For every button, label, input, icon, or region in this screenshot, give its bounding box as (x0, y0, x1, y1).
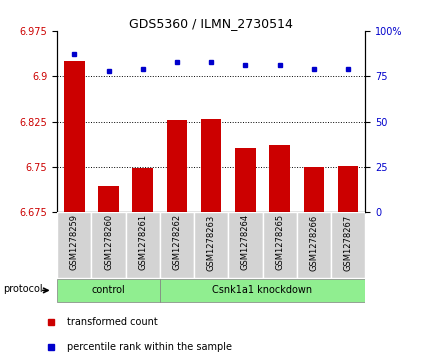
Text: GSM1278263: GSM1278263 (207, 214, 216, 270)
Bar (263, 212, 297, 278)
Text: GSM1278261: GSM1278261 (138, 214, 147, 270)
Text: percentile rank within the sample: percentile rank within the sample (67, 342, 232, 352)
Bar (338, 166, 358, 212)
Bar (57, 212, 92, 278)
Bar (235, 148, 256, 212)
Text: control: control (92, 285, 125, 295)
Bar (201, 119, 221, 212)
Text: GSM1278266: GSM1278266 (309, 214, 319, 270)
Bar (98, 186, 119, 212)
Bar (304, 167, 324, 212)
Text: transformed count: transformed count (67, 318, 158, 327)
Bar (331, 212, 365, 278)
Bar (160, 279, 365, 302)
Bar (194, 212, 228, 278)
Bar (160, 212, 194, 278)
Bar (64, 61, 84, 212)
Bar (228, 212, 263, 278)
Bar (297, 212, 331, 278)
Text: GSM1278265: GSM1278265 (275, 214, 284, 270)
Text: GSM1278267: GSM1278267 (344, 214, 352, 270)
Bar (57, 279, 160, 302)
Title: GDS5360 / ILMN_2730514: GDS5360 / ILMN_2730514 (129, 17, 293, 30)
Bar (126, 212, 160, 278)
Bar (269, 145, 290, 212)
Text: GSM1278264: GSM1278264 (241, 214, 250, 270)
Bar (132, 168, 153, 212)
Bar (167, 120, 187, 212)
Text: GSM1278260: GSM1278260 (104, 214, 113, 270)
Text: protocol: protocol (3, 284, 43, 294)
Text: GSM1278262: GSM1278262 (172, 214, 181, 270)
Text: GSM1278259: GSM1278259 (70, 214, 79, 270)
Bar (92, 212, 126, 278)
Text: Csnk1a1 knockdown: Csnk1a1 knockdown (213, 285, 312, 295)
